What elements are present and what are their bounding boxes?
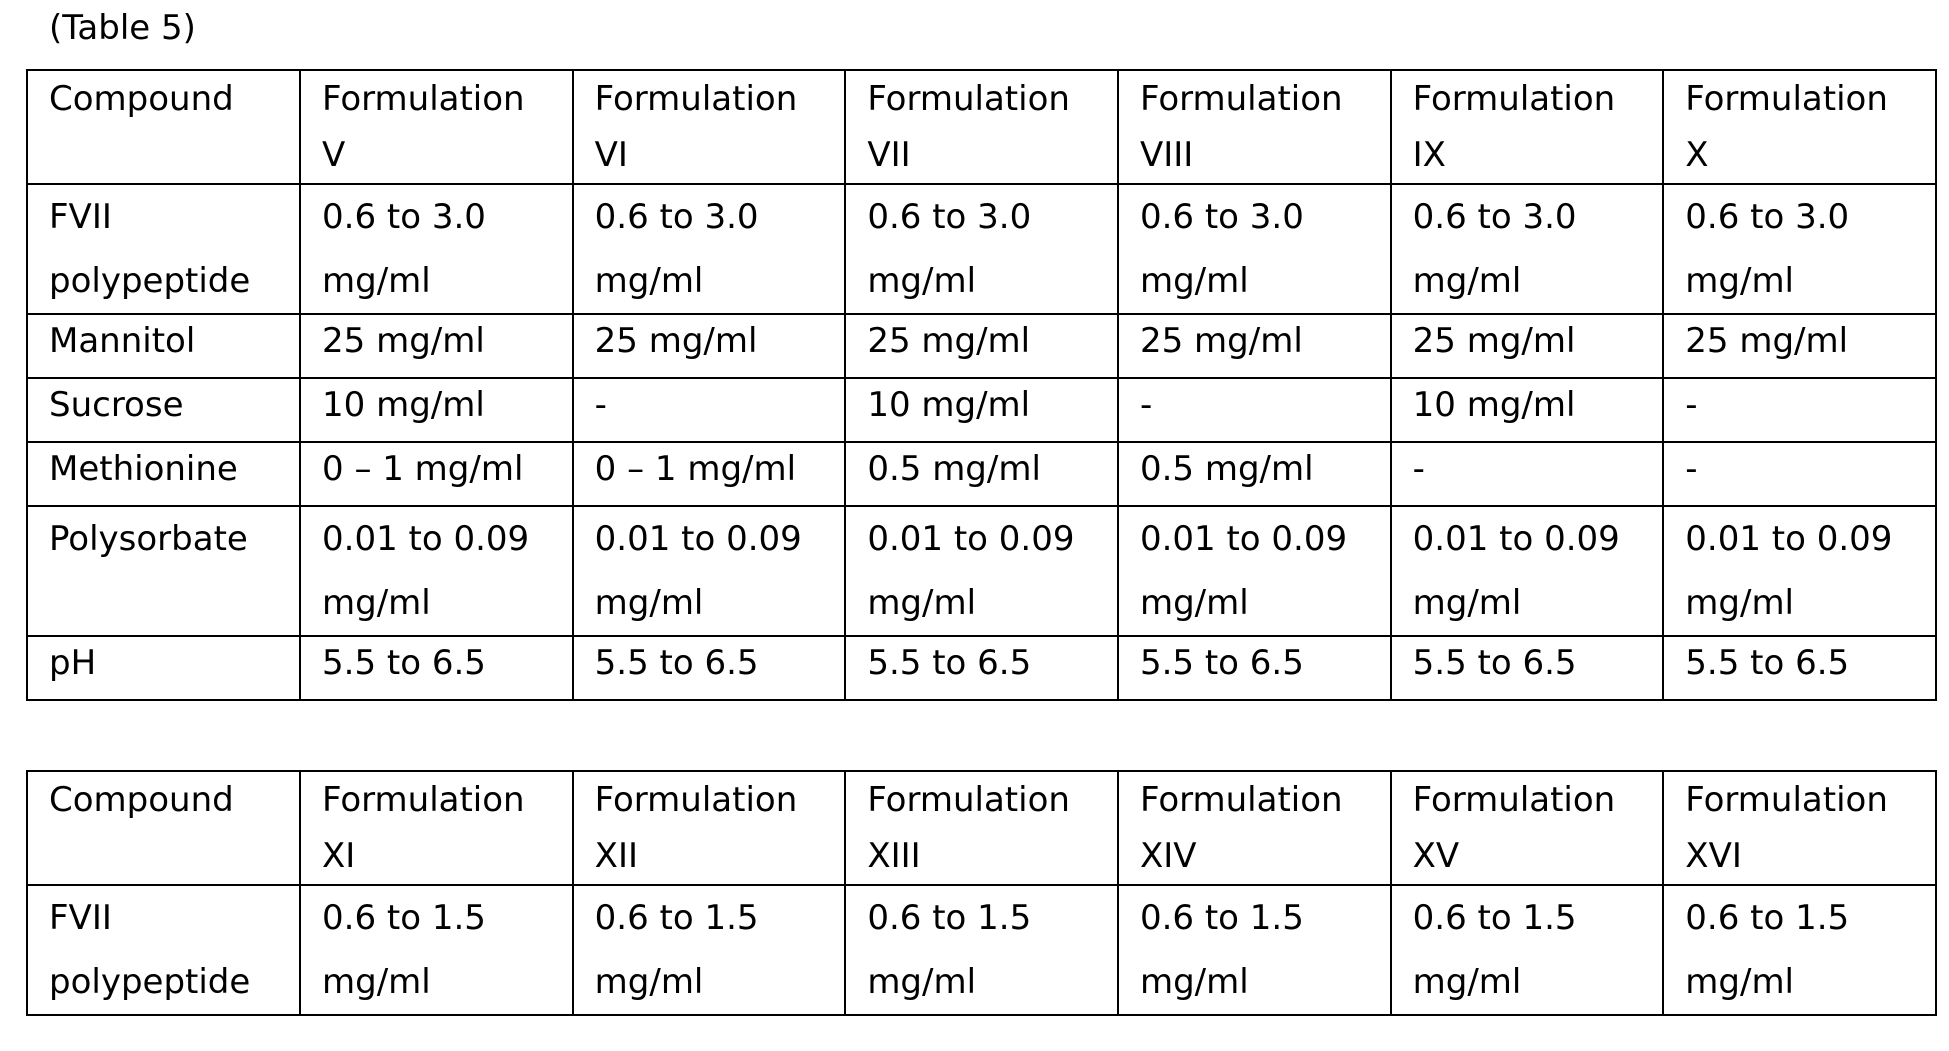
header-cell: Formulation XIV bbox=[1118, 771, 1391, 885]
header-cell: Formulation XV bbox=[1391, 771, 1664, 885]
table-cell: 0 – 1 mg/ml bbox=[573, 442, 846, 506]
table-row: pH 5.5 to 6.5 5.5 to 6.5 5.5 to 6.5 5.5 … bbox=[27, 636, 1936, 700]
row-label-cell: Sucrose bbox=[27, 378, 300, 442]
table-cell: 0.01 to 0.09 mg/ml bbox=[1118, 506, 1391, 636]
header-cell: Formulation XII bbox=[573, 771, 846, 885]
table-cell: 5.5 to 6.5 bbox=[300, 636, 573, 700]
table-cell: 5.5 to 6.5 bbox=[845, 636, 1118, 700]
row-label-cell: FVII polypeptide bbox=[27, 885, 300, 1015]
table-row: FVII polypeptide 0.6 to 3.0 mg/ml 0.6 to… bbox=[27, 184, 1936, 314]
table-caption: (Table 5) bbox=[49, 6, 196, 50]
table-cell: 10 mg/ml bbox=[300, 378, 573, 442]
table-cell: 0.6 to 1.5 mg/ml bbox=[1663, 885, 1936, 1015]
header-cell: Formulation VI bbox=[573, 70, 846, 184]
table-cell: 0.6 to 3.0 mg/ml bbox=[300, 184, 573, 314]
table-cell: 10 mg/ml bbox=[1391, 378, 1664, 442]
row-label-cell: Methionine bbox=[27, 442, 300, 506]
table-cell: 25 mg/ml bbox=[845, 314, 1118, 378]
header-cell: Formulation XI bbox=[300, 771, 573, 885]
table-cell: 0.6 to 1.5 mg/ml bbox=[1118, 885, 1391, 1015]
header-cell: Formulation XIII bbox=[845, 771, 1118, 885]
table-cell: 25 mg/ml bbox=[300, 314, 573, 378]
table-cell: 0.6 to 1.5 mg/ml bbox=[573, 885, 846, 1015]
table-cell: - bbox=[1391, 442, 1664, 506]
table-cell: 0.5 mg/ml bbox=[1118, 442, 1391, 506]
table-cell: 25 mg/ml bbox=[1663, 314, 1936, 378]
table-cell: 0.6 to 3.0 mg/ml bbox=[845, 184, 1118, 314]
table-cell: - bbox=[1663, 442, 1936, 506]
table-cell: 10 mg/ml bbox=[845, 378, 1118, 442]
table-cell: 0 – 1 mg/ml bbox=[300, 442, 573, 506]
table-cell: 0.6 to 3.0 mg/ml bbox=[1118, 184, 1391, 314]
table-cell: - bbox=[1118, 378, 1391, 442]
header-cell: Formulation XVI bbox=[1663, 771, 1936, 885]
row-label-cell: FVII polypeptide bbox=[27, 184, 300, 314]
header-row: Compound Formulation V Formulation VI Fo… bbox=[27, 70, 1936, 184]
table-cell: 0.5 mg/ml bbox=[845, 442, 1118, 506]
table-cell: - bbox=[573, 378, 846, 442]
table-row: Mannitol 25 mg/ml 25 mg/ml 25 mg/ml 25 m… bbox=[27, 314, 1936, 378]
table-cell: 0.01 to 0.09 mg/ml bbox=[1663, 506, 1936, 636]
table-cell: - bbox=[1663, 378, 1936, 442]
header-cell: Compound bbox=[27, 70, 300, 184]
formulation-table-1: Compound Formulation V Formulation VI Fo… bbox=[26, 69, 1937, 701]
table-cell: 25 mg/ml bbox=[1391, 314, 1664, 378]
header-cell: Compound bbox=[27, 771, 300, 885]
table-cell: 5.5 to 6.5 bbox=[1663, 636, 1936, 700]
header-cell: Formulation VIII bbox=[1118, 70, 1391, 184]
table-row: FVII polypeptide 0.6 to 1.5 mg/ml 0.6 to… bbox=[27, 885, 1936, 1015]
header-cell: Formulation V bbox=[300, 70, 573, 184]
row-label-cell: Polysorbate bbox=[27, 506, 300, 636]
table-cell: 0.6 to 1.5 mg/ml bbox=[300, 885, 573, 1015]
header-cell: Formulation X bbox=[1663, 70, 1936, 184]
header-cell: Formulation VII bbox=[845, 70, 1118, 184]
row-label-cell: pH bbox=[27, 636, 300, 700]
table-cell: 5.5 to 6.5 bbox=[1118, 636, 1391, 700]
table-cell: 0.6 to 3.0 mg/ml bbox=[573, 184, 846, 314]
table-row: Polysorbate 0.01 to 0.09 mg/ml 0.01 to 0… bbox=[27, 506, 1936, 636]
table-cell: 25 mg/ml bbox=[573, 314, 846, 378]
table-row: Sucrose 10 mg/ml - 10 mg/ml - 10 mg/ml - bbox=[27, 378, 1936, 442]
table-cell: 5.5 to 6.5 bbox=[1391, 636, 1664, 700]
table-cell: 0.01 to 0.09 mg/ml bbox=[300, 506, 573, 636]
table-cell: 0.01 to 0.09 mg/ml bbox=[573, 506, 846, 636]
table-cell: 0.01 to 0.09 mg/ml bbox=[845, 506, 1118, 636]
header-cell: Formulation IX bbox=[1391, 70, 1664, 184]
table-cell: 0.01 to 0.09 mg/ml bbox=[1391, 506, 1664, 636]
header-row: Compound Formulation XI Formulation XII … bbox=[27, 771, 1936, 885]
table-cell: 0.6 to 3.0 mg/ml bbox=[1391, 184, 1664, 314]
formulation-table-2: Compound Formulation XI Formulation XII … bbox=[26, 770, 1937, 1016]
table-cell: 0.6 to 1.5 mg/ml bbox=[1391, 885, 1664, 1015]
table-cell: 25 mg/ml bbox=[1118, 314, 1391, 378]
table-cell: 0.6 to 3.0 mg/ml bbox=[1663, 184, 1936, 314]
table-cell: 5.5 to 6.5 bbox=[573, 636, 846, 700]
table-row: Methionine 0 – 1 mg/ml 0 – 1 mg/ml 0.5 m… bbox=[27, 442, 1936, 506]
row-label-cell: Mannitol bbox=[27, 314, 300, 378]
table-cell: 0.6 to 1.5 mg/ml bbox=[845, 885, 1118, 1015]
